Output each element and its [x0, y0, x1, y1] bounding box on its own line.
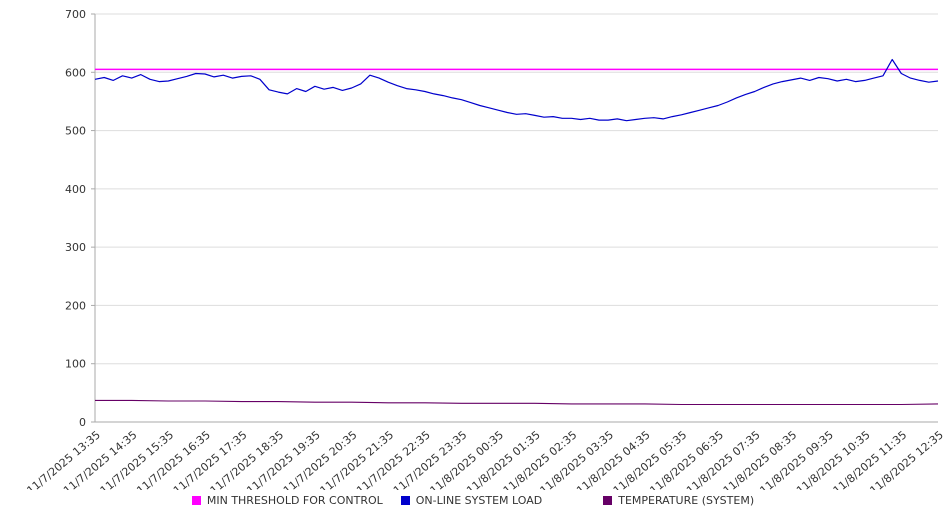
y-tick-label: 100	[65, 358, 86, 371]
y-tick-label: 300	[65, 241, 86, 254]
legend-label: ON-LINE SYSTEM LOAD	[415, 494, 543, 507]
legend-swatch	[191, 496, 201, 505]
y-tick-label: 600	[65, 66, 86, 79]
legend-swatch	[400, 496, 410, 505]
y-tick-label: 400	[65, 183, 86, 196]
x-tick-label: 11/7/2025 13:35	[24, 428, 103, 490]
legend-swatch	[603, 496, 613, 505]
legend-label: TEMPERATURE (SYSTEM)	[618, 494, 755, 507]
legend-item: TEMPERATURE (SYSTEM)	[603, 494, 754, 507]
chart-legend: MIN THRESHOLD FOR CONTROL ON-LINE SYSTEM …	[0, 494, 946, 507]
legend-item: MIN THRESHOLD FOR CONTROL	[191, 494, 383, 507]
legend-label: MIN THRESHOLD FOR CONTROL	[206, 494, 383, 507]
y-tick-label: 500	[65, 125, 86, 138]
legend-item: ON-LINE SYSTEM LOAD	[400, 494, 543, 507]
y-tick-label: 700	[65, 8, 86, 21]
y-tick-label: 200	[65, 299, 86, 312]
series-temperature-line	[95, 399, 939, 406]
series-system-load-line	[94, 58, 939, 122]
y-tick-label: 0	[79, 416, 86, 429]
